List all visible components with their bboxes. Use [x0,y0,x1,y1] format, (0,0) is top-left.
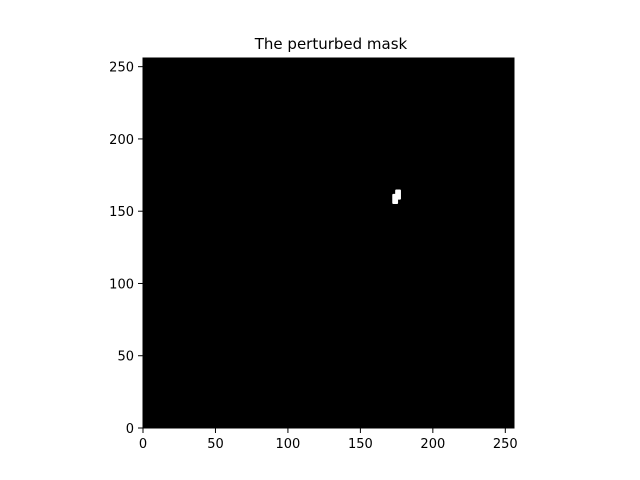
chart-title: The perturbed mask [254,35,408,53]
y-tick-label: 0 [126,422,134,437]
y-tick-label: 200 [109,133,134,148]
x-tick-label: 250 [493,437,518,452]
y-tick-label: 250 [109,61,134,76]
x-axis: 0 50 100 150 200 250 [139,428,518,452]
x-tick-label: 150 [348,437,373,452]
y-tick-label: 100 [109,277,134,292]
x-tick-label: 0 [139,437,147,452]
x-tick-label: 50 [207,437,224,452]
plot-frame [142,57,515,429]
y-axis: 0 50 100 150 200 250 [109,61,143,437]
mask-regions [392,189,401,204]
y-tick-label: 50 [117,350,134,365]
x-tick-label: 200 [420,437,445,452]
mask-region-1 [395,189,401,200]
x-tick-label: 100 [276,437,301,452]
y-tick-label: 150 [109,205,134,220]
mask-image-background [143,58,514,428]
